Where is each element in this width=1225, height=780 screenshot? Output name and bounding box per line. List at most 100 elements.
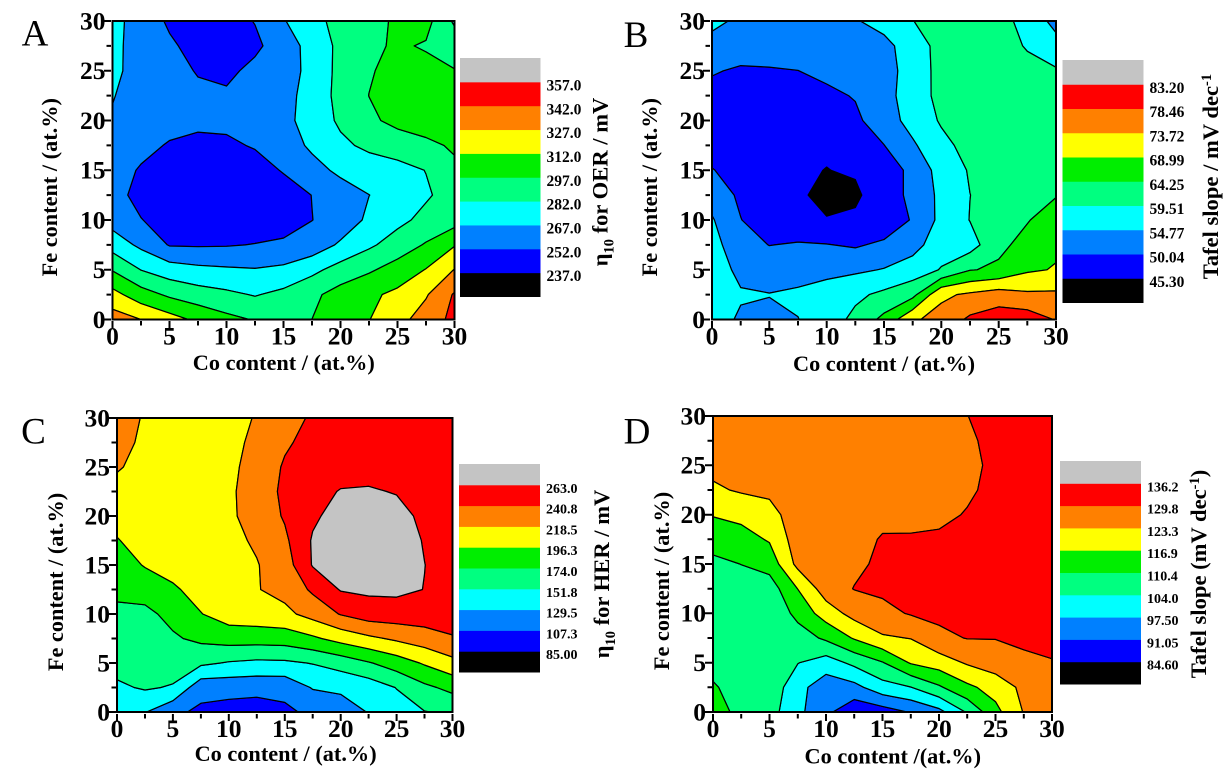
svg-text:10: 10 — [214, 321, 240, 350]
svg-text:15: 15 — [85, 550, 111, 579]
svg-text:5: 5 — [692, 255, 705, 284]
svg-text:30: 30 — [1039, 714, 1065, 743]
svg-text:5: 5 — [97, 648, 110, 677]
svg-text:5: 5 — [763, 714, 776, 743]
svg-text:10: 10 — [813, 714, 839, 743]
svg-text:357.0: 357.0 — [547, 77, 582, 94]
svg-text:73.72: 73.72 — [1150, 128, 1185, 145]
svg-text:25: 25 — [680, 56, 706, 85]
svg-text:Fe content / (at.%): Fe content / (at.%) — [43, 493, 68, 671]
svg-text:78.46: 78.46 — [1150, 104, 1185, 121]
svg-text:D: D — [624, 412, 651, 453]
svg-text:0: 0 — [707, 714, 720, 743]
svg-text:30: 30 — [681, 401, 707, 430]
svg-text:68.99: 68.99 — [1150, 153, 1185, 170]
svg-text:0: 0 — [93, 305, 106, 334]
svg-text:30: 30 — [85, 403, 111, 432]
svg-text:Tafel slope (mV dec-1): Tafel slope (mV dec-1) — [1186, 470, 1211, 678]
svg-text:25: 25 — [80, 56, 106, 85]
svg-text:20: 20 — [926, 714, 952, 743]
svg-text:η10 for HER / mV: η10 for HER / mV — [589, 489, 619, 658]
svg-text:20: 20 — [85, 501, 111, 530]
svg-text:20: 20 — [680, 106, 706, 135]
svg-text:A: A — [22, 14, 49, 55]
svg-text:Fe content / (at.%): Fe content / (at.%) — [637, 98, 662, 276]
svg-text:Fe content / (at.%): Fe content / (at.%) — [37, 98, 62, 276]
svg-text:136.2: 136.2 — [1147, 480, 1179, 495]
svg-text:Co content / (at.%): Co content / (at.%) — [793, 351, 975, 376]
svg-text:59.51: 59.51 — [1150, 201, 1185, 218]
svg-text:25: 25 — [986, 321, 1012, 350]
svg-text:50.04: 50.04 — [1150, 250, 1185, 267]
svg-text:0: 0 — [706, 321, 719, 350]
svg-text:0: 0 — [693, 697, 706, 726]
svg-text:282.0: 282.0 — [547, 197, 582, 214]
svg-text:84.60: 84.60 — [1147, 659, 1179, 674]
svg-text:107.3: 107.3 — [546, 627, 578, 642]
svg-text:10: 10 — [681, 599, 707, 628]
svg-text:15: 15 — [870, 714, 896, 743]
svg-text:5: 5 — [167, 714, 180, 743]
svg-text:0: 0 — [692, 305, 705, 334]
svg-text:30: 30 — [680, 6, 706, 35]
svg-text:83.20: 83.20 — [1150, 80, 1185, 97]
svg-text:174.0: 174.0 — [546, 565, 578, 580]
svg-text:267.0: 267.0 — [547, 221, 582, 238]
svg-text:218.5: 218.5 — [546, 523, 578, 538]
svg-text:15: 15 — [681, 549, 707, 578]
svg-text:129.5: 129.5 — [546, 607, 578, 622]
svg-text:0: 0 — [97, 697, 110, 726]
svg-text:25: 25 — [983, 714, 1009, 743]
svg-text:110.4: 110.4 — [1147, 570, 1178, 585]
svg-text:20: 20 — [681, 500, 707, 529]
svg-text:116.9: 116.9 — [1147, 547, 1178, 562]
svg-text:263.0: 263.0 — [546, 482, 578, 497]
svg-text:15: 15 — [871, 321, 897, 350]
svg-text:97.50: 97.50 — [1147, 614, 1179, 629]
svg-text:20: 20 — [328, 714, 354, 743]
svg-text:151.8: 151.8 — [546, 586, 578, 601]
svg-text:5: 5 — [763, 321, 776, 350]
svg-text:25: 25 — [385, 321, 411, 350]
svg-text:30: 30 — [1043, 321, 1069, 350]
svg-text:10: 10 — [80, 205, 106, 234]
svg-text:20: 20 — [929, 321, 955, 350]
svg-text:Co content / (at.%): Co content / (at.%) — [193, 350, 375, 375]
svg-text:5: 5 — [693, 648, 706, 677]
svg-text:C: C — [21, 412, 46, 453]
svg-text:10: 10 — [814, 321, 840, 350]
svg-text:297.0: 297.0 — [547, 173, 582, 190]
svg-text:64.25: 64.25 — [1150, 177, 1185, 194]
svg-text:0: 0 — [106, 321, 119, 350]
svg-text:312.0: 312.0 — [547, 149, 582, 166]
svg-text:104.0: 104.0 — [1147, 592, 1179, 607]
svg-text:5: 5 — [163, 321, 176, 350]
svg-text:196.3: 196.3 — [546, 544, 578, 559]
svg-text:54.77: 54.77 — [1150, 225, 1185, 242]
svg-text:91.05: 91.05 — [1147, 636, 1179, 651]
svg-text:Co content / (at.%): Co content / (at.%) — [195, 741, 377, 766]
svg-text:327.0: 327.0 — [547, 125, 582, 142]
svg-text:Co content /(at.%): Co content /(at.%) — [805, 744, 981, 769]
svg-text:10: 10 — [85, 599, 111, 628]
svg-text:129.8: 129.8 — [1147, 503, 1179, 518]
svg-text:5: 5 — [93, 255, 106, 284]
svg-text:0: 0 — [111, 714, 124, 743]
svg-text:123.3: 123.3 — [1147, 525, 1179, 540]
svg-text:237.0: 237.0 — [547, 268, 582, 285]
svg-text:240.8: 240.8 — [546, 503, 578, 518]
svg-text:25: 25 — [85, 452, 111, 481]
svg-text:15: 15 — [680, 156, 706, 185]
svg-text:10: 10 — [216, 714, 242, 743]
svg-text:342.0: 342.0 — [547, 101, 582, 118]
svg-text:15: 15 — [271, 321, 297, 350]
svg-text:252.0: 252.0 — [547, 244, 582, 261]
svg-text:15: 15 — [80, 156, 106, 185]
svg-text:30: 30 — [80, 6, 106, 35]
svg-text:15: 15 — [272, 714, 298, 743]
svg-text:10: 10 — [680, 205, 706, 234]
svg-text:85.00: 85.00 — [546, 648, 578, 663]
svg-text:20: 20 — [328, 321, 354, 350]
svg-text:30: 30 — [442, 321, 468, 350]
svg-text:25: 25 — [681, 451, 707, 480]
